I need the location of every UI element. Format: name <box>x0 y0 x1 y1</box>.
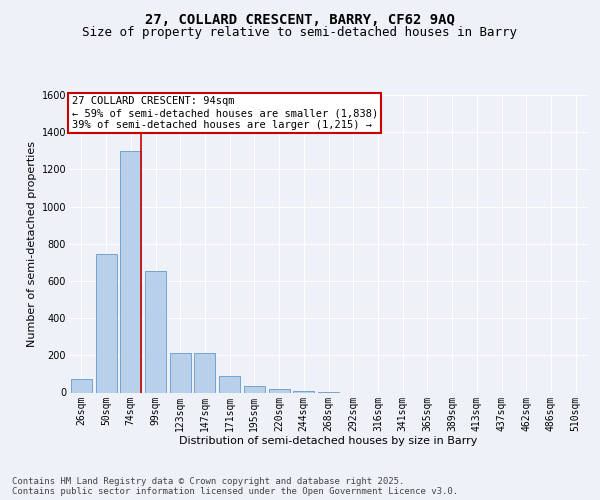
Bar <box>95 254 116 392</box>
Bar <box>71 378 92 392</box>
Text: 27 COLLARD CRESCENT: 94sqm
← 59% of semi-detached houses are smaller (1,838)
39%: 27 COLLARD CRESCENT: 94sqm ← 59% of semi… <box>71 96 378 130</box>
Bar <box>293 390 314 392</box>
Bar <box>145 270 166 392</box>
Bar <box>244 386 265 392</box>
Text: 27, COLLARD CRESCENT, BARRY, CF62 9AQ: 27, COLLARD CRESCENT, BARRY, CF62 9AQ <box>145 12 455 26</box>
Bar <box>219 376 240 392</box>
Bar <box>120 151 141 392</box>
X-axis label: Distribution of semi-detached houses by size in Barry: Distribution of semi-detached houses by … <box>179 436 478 446</box>
Bar <box>269 389 290 392</box>
Y-axis label: Number of semi-detached properties: Number of semi-detached properties <box>28 141 37 347</box>
Text: Size of property relative to semi-detached houses in Barry: Size of property relative to semi-detach… <box>83 26 517 39</box>
Text: Contains HM Land Registry data © Crown copyright and database right 2025.
Contai: Contains HM Land Registry data © Crown c… <box>12 476 458 496</box>
Bar <box>170 352 191 393</box>
Bar <box>194 352 215 393</box>
